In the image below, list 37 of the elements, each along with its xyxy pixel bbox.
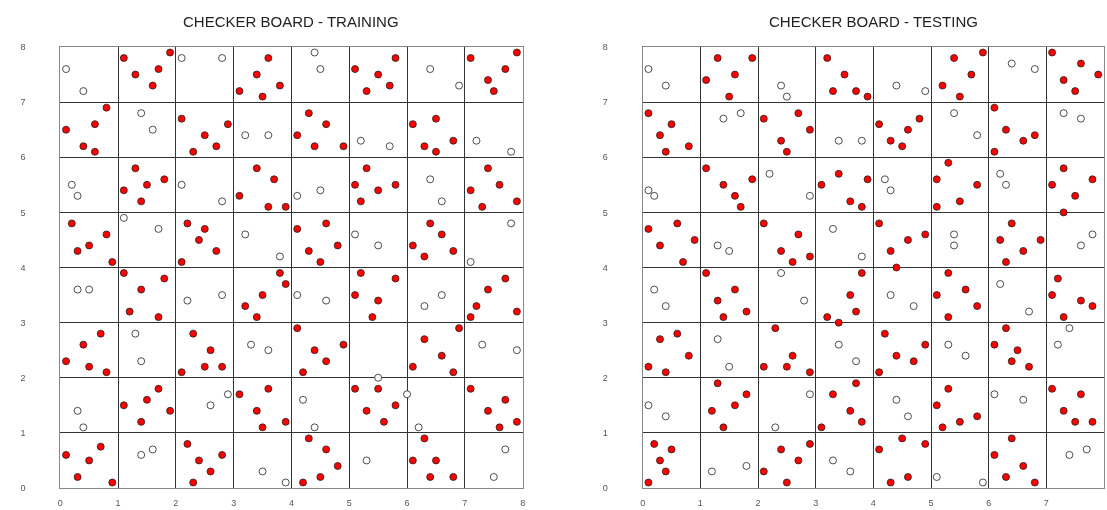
- x-tick-label: 2: [173, 497, 179, 508]
- x-tick-label: 8: [520, 497, 526, 508]
- x-tick-label: 5: [928, 497, 934, 508]
- chart-title: CHECKER BOARD - TRAINING: [183, 13, 399, 30]
- y-tick-label: 1: [20, 428, 26, 439]
- y-tick-label: 0: [20, 483, 26, 494]
- y-tick-label: 6: [20, 152, 26, 163]
- y-tick-label: 4: [602, 262, 608, 273]
- x-tick-label: 4: [288, 497, 294, 508]
- x-tick-label: 2: [755, 497, 761, 508]
- x-tick-label: 1: [115, 497, 121, 508]
- x-tick-label: 0: [640, 497, 646, 508]
- y-tick-label: 3: [20, 317, 26, 328]
- y-tick-label: 7: [20, 97, 26, 108]
- x-tick-label: 1: [697, 497, 703, 508]
- y-tick-label: 3: [602, 317, 608, 328]
- y-tick-label: 8: [602, 42, 608, 53]
- y-tick-label: 2: [20, 372, 26, 383]
- x-tick-label: 7: [462, 497, 468, 508]
- y-tick-label: 8: [20, 42, 26, 53]
- x-tick-label: 3: [813, 497, 819, 508]
- y-tick-label: 4: [20, 262, 26, 273]
- x-tick-label: 6: [404, 497, 410, 508]
- y-tick-label: 0: [602, 483, 608, 494]
- x-tick-label: 6: [986, 497, 992, 508]
- x-tick-label: 0: [57, 497, 63, 508]
- y-tick-label: 6: [602, 152, 608, 163]
- x-tick-label: 4: [870, 497, 876, 508]
- y-tick-label: 1: [602, 428, 608, 439]
- y-tick-label: 2: [602, 372, 608, 383]
- y-tick-label: 5: [20, 207, 26, 218]
- chart-title: CHECKER BOARD - TESTING: [769, 13, 978, 30]
- y-tick-label: 5: [602, 207, 608, 218]
- x-tick-label: 7: [1043, 497, 1049, 508]
- x-tick-label: 3: [231, 497, 237, 508]
- x-tick-label: 5: [346, 497, 352, 508]
- y-tick-label: 7: [602, 97, 608, 108]
